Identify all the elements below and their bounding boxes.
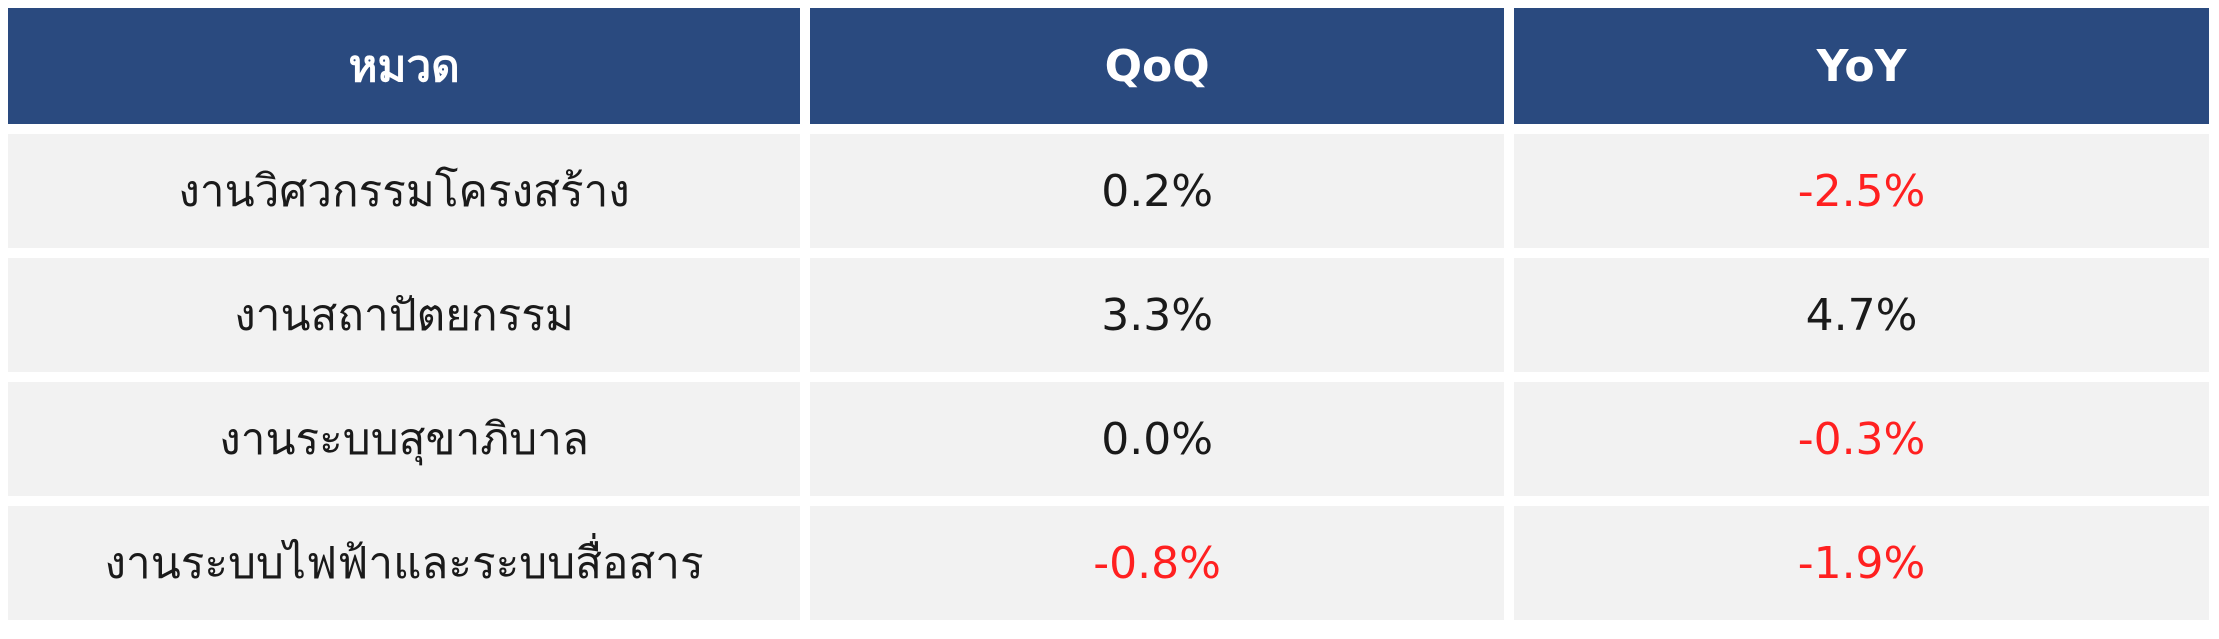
row-category: งานระบบไฟฟ้าและระบบสื่อสาร [8,506,801,620]
row-qoq: 3.3% [810,258,1505,372]
row-yoy: 4.7% [1514,258,2209,372]
header-yoy: YoY [1514,8,2209,124]
row-category: งานวิศวกรรมโครงสร้าง [8,134,801,248]
header-qoq: QoQ [810,8,1505,124]
table-row: งานวิศวกรรมโครงสร้าง 0.2% -2.5% [8,134,2209,248]
row-yoy: -0.3% [1514,382,2209,496]
row-category: งานสถาปัตยกรรม [8,258,801,372]
table-row: งานระบบไฟฟ้าและระบบสื่อสาร -0.8% -1.9% [8,506,2209,620]
row-qoq: 0.0% [810,382,1505,496]
header-row: หมวด QoQ YoY [8,8,2209,124]
row-qoq: 0.2% [810,134,1505,248]
row-yoy: -1.9% [1514,506,2209,620]
row-qoq: -0.8% [810,506,1505,620]
row-category: งานระบบสุขาภิบาล [8,382,801,496]
table-row: งานระบบสุขาภิบาล 0.0% -0.3% [8,382,2209,496]
table-row: งานสถาปัตยกรรม 3.3% 4.7% [8,258,2209,372]
row-yoy: -2.5% [1514,134,2209,248]
header-category: หมวด [8,8,801,124]
